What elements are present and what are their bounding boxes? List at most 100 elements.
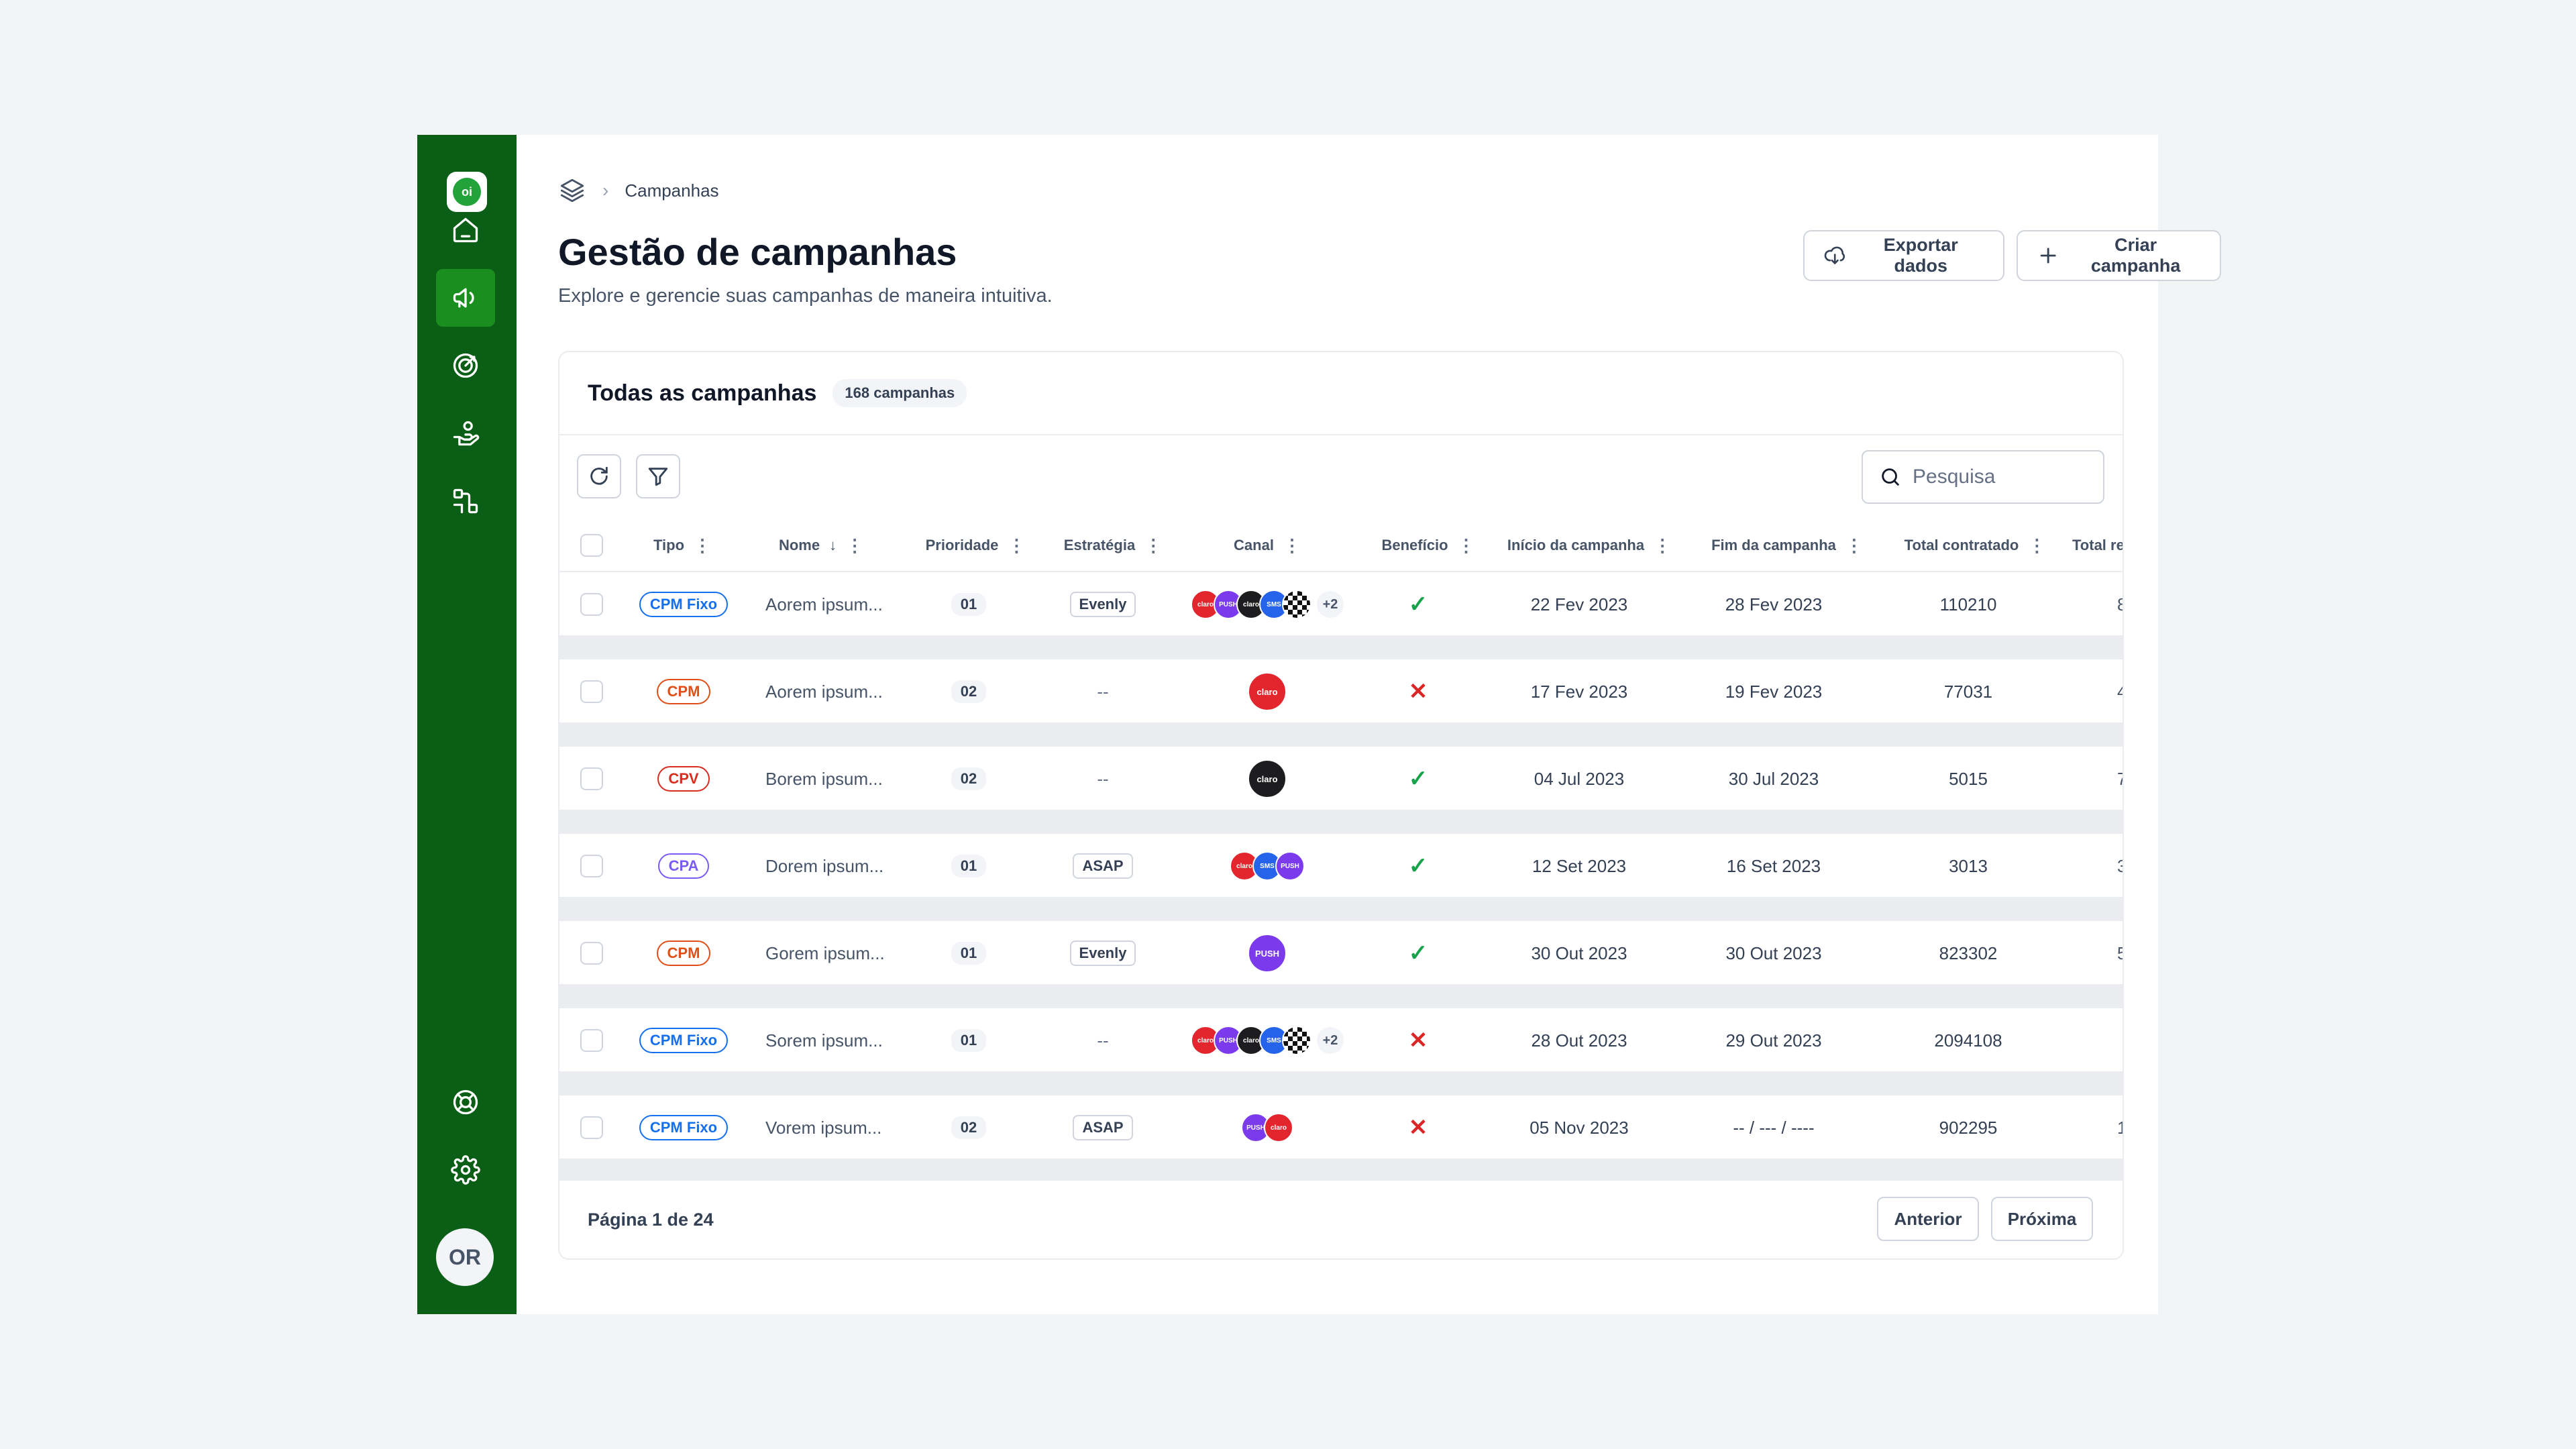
priority-cell: 01: [935, 1008, 1002, 1073]
sidebar: oi OR: [417, 135, 517, 1314]
priority-cell: 02: [935, 747, 1002, 811]
pagination-bar: Página 1 de 24 Anterior Próxima: [559, 1179, 2123, 1258]
row-checkbox[interactable]: [580, 1029, 603, 1052]
sidebar-item-targets[interactable]: [436, 337, 495, 394]
avatar[interactable]: OR: [436, 1228, 494, 1286]
select-all-checkbox[interactable]: [580, 534, 603, 557]
row-select-cell: [578, 659, 605, 724]
total-contracted: 5015: [1949, 768, 1988, 789]
search-field[interactable]: [1862, 450, 2104, 504]
row-checkbox[interactable]: [580, 1116, 603, 1139]
brand-logo[interactable]: oi: [447, 172, 487, 212]
workflow-icon: [453, 488, 478, 514]
previous-page-button[interactable]: Anterior: [1877, 1197, 1979, 1241]
channel-icons: claro SMS PUSH: [1230, 851, 1305, 881]
column-header-total-contratado[interactable]: Total contratado ⋮: [1894, 519, 2055, 572]
more-channels-badge[interactable]: +2: [1317, 1027, 1344, 1054]
column-menu-icon[interactable]: ⋮: [1283, 535, 1301, 555]
column-header-nome[interactable]: Nome ↓ ⋮: [761, 519, 881, 572]
campaign-name[interactable]: Sorem ipsum...: [765, 1030, 883, 1051]
channel-icons: claro: [1248, 759, 1287, 798]
create-campaign-button[interactable]: Criar campanha: [2017, 230, 2221, 281]
strategy-cell: Evenly: [1063, 572, 1143, 637]
row-checkbox[interactable]: [580, 680, 603, 703]
column-menu-icon[interactable]: ⋮: [1008, 535, 1026, 555]
lifebuoy-icon: [453, 1089, 478, 1115]
table-row[interactable]: CPM Fixo Sorem ipsum... 01 -- claro PUSH claro…: [559, 1008, 2123, 1095]
start-date: 12 Set 2023: [1532, 855, 1627, 876]
sidebar-item-flows[interactable]: [436, 472, 495, 530]
campaign-name[interactable]: Dorem ipsum...: [765, 855, 884, 876]
row-checkbox[interactable]: [580, 855, 603, 877]
end-date: 30 Out 2023: [1725, 943, 1822, 963]
total-realized-partial: 5: [2117, 921, 2123, 985]
breadcrumb-current[interactable]: Campanhas: [625, 180, 719, 201]
total-contracted: 77031: [1943, 681, 1993, 702]
more-channels-badge[interactable]: +2: [1317, 591, 1344, 618]
start-date: 05 Nov 2023: [1529, 1117, 1629, 1138]
type-badge: CPM: [656, 941, 711, 966]
benefit-cell: ✓: [1391, 834, 1445, 898]
column-menu-icon[interactable]: ⋮: [1457, 535, 1475, 555]
campaign-name[interactable]: Aorem ipsum...: [765, 681, 883, 702]
channel-cell: PUSH claro: [1183, 1095, 1351, 1160]
column-menu-icon[interactable]: ⋮: [1144, 535, 1163, 555]
priority-badge: 01: [951, 593, 987, 616]
sidebar-item-settings[interactable]: [436, 1141, 495, 1199]
total-contracted: 2094108: [1934, 1030, 2002, 1051]
benefit-cell: ✕: [1391, 1095, 1445, 1160]
priority-badge: 01: [951, 855, 987, 877]
sort-arrow-down-icon[interactable]: ↓: [829, 537, 837, 553]
row-checkbox[interactable]: [580, 942, 603, 965]
sidebar-item-home[interactable]: [436, 201, 495, 259]
column-menu-icon[interactable]: ⋮: [1845, 535, 1863, 555]
column-header-inicio[interactable]: Início da campanha ⋮: [1499, 519, 1680, 572]
table-row[interactable]: CPM Fixo Vorem ipsum... 02 ASAP PUSH claro ✕ 05…: [559, 1095, 2123, 1183]
channel-cell: claro: [1183, 659, 1351, 724]
type-badge: CPM Fixo: [639, 1028, 729, 1053]
row-divider-strip: [559, 1159, 2123, 1181]
table-row[interactable]: CPM Aorem ipsum... 02 -- claro ✕ 17 Fev 2023 19…: [559, 659, 2123, 747]
column-menu-icon[interactable]: ⋮: [2028, 535, 2046, 555]
search-icon: [1882, 468, 1899, 486]
column-header-tipo[interactable]: Tipo ⋮: [639, 519, 726, 572]
column-header-fim[interactable]: Fim da campanha ⋮: [1700, 519, 1874, 572]
column-header-beneficio[interactable]: Benefício ⋮: [1378, 519, 1479, 572]
hand-coins-icon: [453, 421, 480, 446]
next-page-button[interactable]: Próxima: [1991, 1197, 2093, 1241]
row-select-cell: [578, 747, 605, 811]
layers-icon[interactable]: [558, 176, 586, 205]
table-row[interactable]: CPV Borem ipsum... 02 -- claro ✓ 04 Jul 2023 30…: [559, 747, 2123, 834]
strategy-cell: ASAP: [1063, 834, 1143, 898]
sidebar-item-campaigns[interactable]: [436, 269, 495, 327]
priority-cell: 02: [935, 659, 1002, 724]
channel-cell: claro PUSH claro SMS +2: [1183, 572, 1351, 637]
type-badge: CPV: [657, 766, 710, 792]
search-input[interactable]: [1913, 466, 2087, 488]
refresh-button[interactable]: [577, 454, 621, 498]
column-menu-icon[interactable]: ⋮: [1654, 535, 1672, 555]
row-checkbox[interactable]: [580, 767, 603, 790]
column-header-canal[interactable]: Canal ⋮: [1203, 519, 1331, 572]
strategy-badge: Evenly: [1069, 592, 1136, 617]
checker-channel-icon: [1282, 590, 1311, 619]
filter-button[interactable]: [636, 454, 680, 498]
campaign-name[interactable]: Borem ipsum...: [765, 768, 883, 789]
table-row[interactable]: CPM Gorem ipsum... 01 Evenly PUSH ✓ 30 Out 202…: [559, 921, 2123, 1008]
table-row[interactable]: CPA Dorem ipsum... 01 ASAP claro SMS PUSH ✓ 12 S…: [559, 834, 2123, 921]
total-realized-partial: 3: [2117, 834, 2123, 898]
column-menu-icon[interactable]: ⋮: [694, 535, 712, 555]
column-menu-icon[interactable]: ⋮: [846, 535, 864, 555]
sidebar-item-benefits[interactable]: [436, 405, 495, 462]
campaign-name[interactable]: Vorem ipsum...: [765, 1117, 882, 1138]
column-header-prioridade[interactable]: Prioridade ⋮: [915, 519, 1036, 572]
column-header-estrategia[interactable]: Estratégia ⋮: [1053, 519, 1173, 572]
campaign-name[interactable]: Gorem ipsum...: [765, 943, 885, 963]
column-header-total-realizado[interactable]: Total re: [2072, 519, 2123, 572]
priority-badge: 02: [951, 1116, 987, 1139]
campaign-name[interactable]: Aorem ipsum...: [765, 594, 883, 614]
row-checkbox[interactable]: [580, 593, 603, 616]
export-data-button[interactable]: Exportar dados: [1803, 230, 2004, 281]
sidebar-item-help[interactable]: [436, 1073, 495, 1131]
table-row[interactable]: CPM Fixo Aorem ipsum... 01 Evenly claro PUSH c…: [559, 572, 2123, 659]
